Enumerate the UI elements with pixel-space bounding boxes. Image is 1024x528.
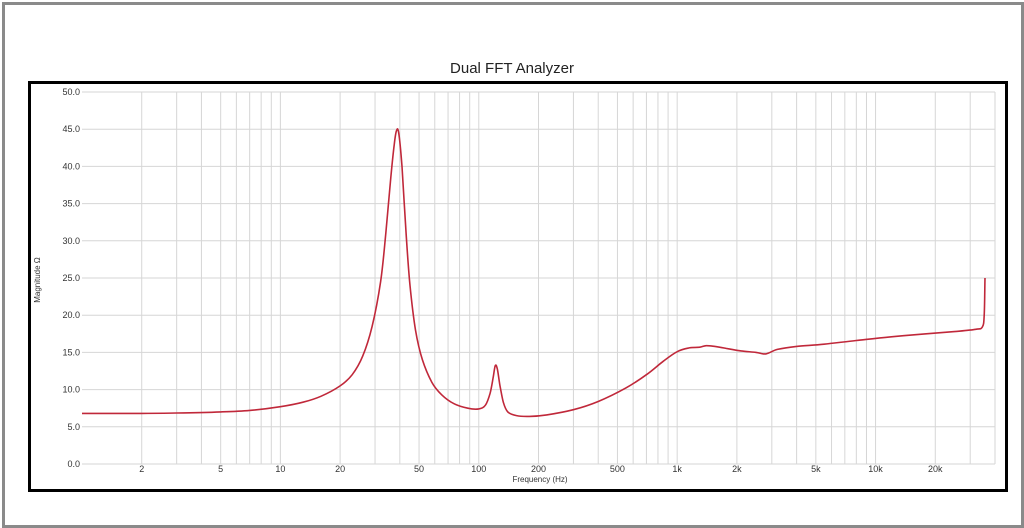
x-tick-label: 2 — [139, 464, 144, 474]
x-tick-label: 500 — [610, 464, 625, 474]
grid-lines — [82, 91, 996, 465]
x-tick-label: 200 — [531, 464, 546, 474]
x-tick-label: 100 — [471, 464, 486, 474]
y-tick-label: 45.0 — [62, 124, 80, 134]
y-tick-label: 40.0 — [62, 161, 80, 171]
x-tick-label: 5 — [218, 464, 223, 474]
x-tick-label: 5k — [811, 464, 821, 474]
x-tick-label: 50 — [414, 464, 424, 474]
y-tick-labels: 0.0 5.0 10.0 15.0 20.0 25.0 30.0 35.0 40.0 45.0 50… — [62, 87, 80, 469]
magnitude-series-line — [81, 128, 986, 418]
x-tick-label: 20k — [928, 464, 943, 474]
x-tick-label: 10 — [275, 464, 285, 474]
y-tick-label: 30.0 — [62, 236, 80, 246]
y-tick-label: 10.0 — [62, 385, 80, 395]
chart-title: Dual FFT Analyzer — [450, 60, 574, 77]
y-tick-label: 50.0 — [62, 87, 80, 97]
x-tick-labels: 2 5 10 20 50 100 200 500 1k 2k 5k 10k 20k — [139, 464, 943, 474]
y-tick-label: 20.0 — [62, 310, 80, 320]
y-tick-label: 0.0 — [67, 459, 80, 469]
x-tick-label: 2k — [732, 464, 742, 474]
x-tick-label: 10k — [868, 464, 883, 474]
series-group — [81, 128, 986, 418]
y-tick-label: 5.0 — [67, 422, 80, 432]
y-tick-label: 25.0 — [62, 273, 80, 283]
x-tick-label: 20 — [335, 464, 345, 474]
y-tick-label: 15.0 — [62, 347, 80, 357]
y-tick-label: 35.0 — [62, 199, 80, 209]
x-axis-label: Frequency (Hz) — [512, 475, 567, 484]
y-axis-label: Magnitude Ω — [33, 257, 42, 303]
x-tick-label: 1k — [672, 464, 682, 474]
